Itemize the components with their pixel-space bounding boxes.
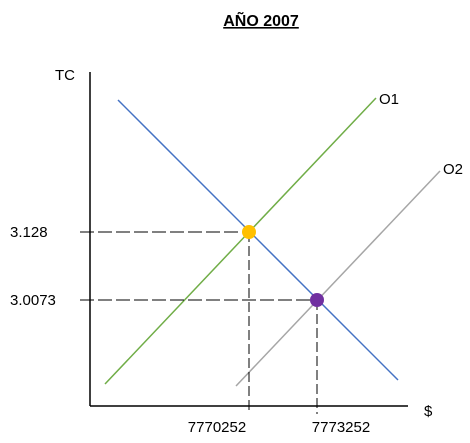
equilibrium-point-2	[310, 293, 324, 307]
y-axis-label: TC	[55, 67, 75, 84]
o2-label: O2	[443, 161, 463, 178]
x-axis-label: $	[424, 403, 433, 420]
eq2-q-label: 7773252	[312, 419, 370, 436]
eq1-q-label: 7770252	[188, 419, 246, 436]
eq2-tc-label: 3.0073	[10, 292, 56, 309]
supply-o2-line	[235, 170, 441, 387]
demand-line	[117, 99, 399, 381]
diagram-title: AÑO 2007	[223, 10, 299, 30]
eq1-tc-label: 3.128	[10, 224, 48, 241]
o1-label: O1	[379, 91, 399, 108]
equilibrium-point-1	[242, 225, 256, 239]
supply-o1-line	[104, 97, 377, 385]
